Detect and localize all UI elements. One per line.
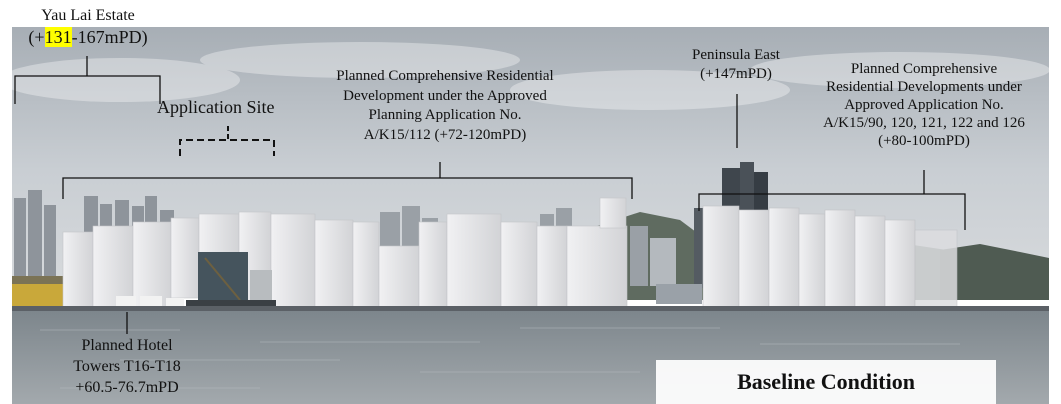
construction-site: [186, 252, 276, 310]
planned-residential-label: Planned Comprehensive Residential Develo…: [336, 68, 554, 143]
clouds: [0, 42, 1050, 110]
waterfront-structure: [12, 282, 64, 308]
yau-lai-name: Yau Lai Estate: [41, 7, 135, 24]
right-hill: [940, 244, 1049, 300]
application-site-label: Application Site: [157, 97, 275, 117]
baseline-condition-label: Baseline Condition: [737, 369, 915, 394]
planned-developments-label: Planned Comprehensive Residential Develo…: [823, 61, 1025, 149]
yau-lai-label: Yau Lai Estate (+131-167mPD): [28, 6, 148, 49]
water-ripples: [40, 327, 960, 389]
peninsula-east-label: Peninsula East (+147mPD): [692, 47, 780, 82]
hotel-towers: [116, 296, 184, 308]
yau-lai-height: (+131-167mPD): [28, 27, 148, 47]
planned-residential-massing: [62, 197, 628, 309]
seawall: [12, 306, 1049, 312]
annotation-lines: [14, 56, 966, 334]
hotel-label: Planned Hotel Towers T16-T18 +60.5-76.7m…: [73, 337, 181, 396]
baseline-condition-box: Baseline Condition: [656, 360, 996, 404]
yau-lai-highlight: 131: [44, 27, 72, 47]
planned-developments-massing: [702, 205, 958, 309]
